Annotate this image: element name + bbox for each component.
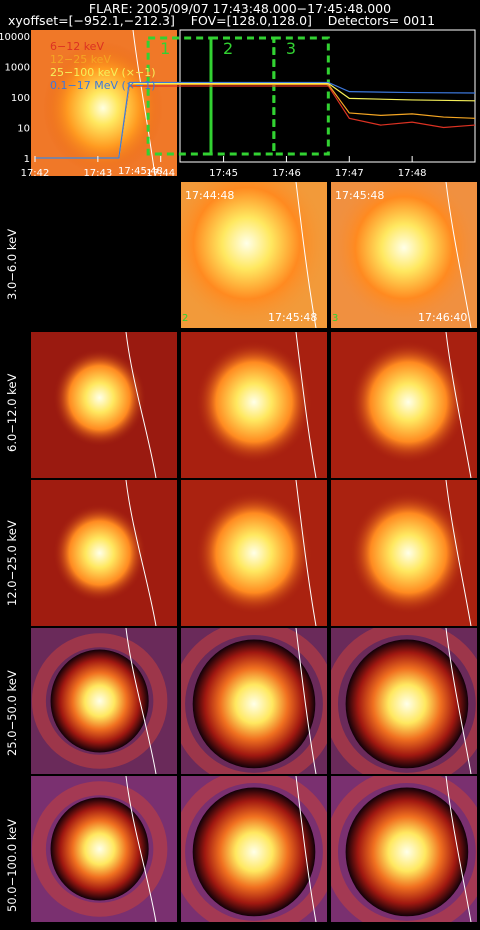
image-panel-r2-c2 <box>331 480 477 626</box>
flare-image <box>31 332 177 478</box>
image-panel-r3-c1 <box>181 628 327 774</box>
image-panel-r4-c1 <box>181 776 327 922</box>
y-tick-label: 10 <box>17 124 30 135</box>
panel-2-time-top: 17:44:48 <box>185 189 235 202</box>
y-tick-label: 100 <box>11 93 30 104</box>
legend-entry-0: 6−12 keV <box>50 40 104 53</box>
flare-image <box>331 628 477 774</box>
legend-entry-3: 0.1−17 MeV (×−1) <box>50 79 156 92</box>
x-tick-label: 17:46 <box>272 168 301 179</box>
legend-entry-1: 12−25 keV <box>50 53 111 66</box>
flare-image <box>181 776 327 922</box>
image-panel-r0-c1 <box>181 182 327 328</box>
image-panel-r4-c2 <box>331 776 477 922</box>
row-label-12-25keV: 12.0−25.0 keV <box>5 520 19 606</box>
flare-image <box>31 776 177 922</box>
flare-title: FLARE: 2005/09/07 17:43:48.000−17:45:48.… <box>88 1 392 16</box>
x-tick-label: 17:44 <box>146 168 175 179</box>
inset-image <box>31 30 177 176</box>
lightcurve-plot: 1 2 317:42 17:43 17:44 17:45 17:46 17:47 17:4810… <box>0 29 476 179</box>
row-label-3-6keV: 3.0−6.0 keV <box>5 228 19 300</box>
x-tick-label: 17:43 <box>83 168 112 179</box>
time-window-3 <box>272 36 330 156</box>
inset-image-panel <box>31 30 177 176</box>
flare-image <box>31 628 177 774</box>
panel-3-time-top: 17:45:48 <box>335 189 385 202</box>
flare-image <box>331 480 477 626</box>
flare-image <box>181 182 327 328</box>
x-tick-label: 17:42 <box>21 168 50 179</box>
image-panel-r0-c2 <box>331 182 477 328</box>
panel-3-time-bottom: 17:46:40 <box>418 311 468 324</box>
y-tick-label: 1000 <box>5 63 30 74</box>
window-label-2: 2 <box>223 39 233 58</box>
y-tick-label: 1 <box>24 154 30 165</box>
inset-time: 17:45:48 <box>118 166 163 177</box>
row-label-25-50keV: 25.0−50.0 keV <box>5 670 19 756</box>
panel-2-time-bottom: 17:45:48 <box>268 311 318 324</box>
flare-image <box>331 776 477 922</box>
legend-entry-2: 25−100 keV (×−1) <box>50 66 156 79</box>
series-line-3 <box>35 81 476 159</box>
flare-image <box>331 332 477 478</box>
image-panel-r3-c0 <box>31 628 177 774</box>
x-tick-label: 17:47 <box>335 168 364 179</box>
panel-3-number: 3 <box>332 313 339 324</box>
flare-image <box>181 332 327 478</box>
window-label-1: 1 <box>160 39 170 58</box>
panel-2-number: 2 <box>182 313 189 324</box>
flare-image <box>31 480 177 626</box>
window-label-3: 3 <box>286 39 296 58</box>
image-panel-r2-c1 <box>181 480 327 626</box>
observation-params: xyoffset=[−952.1,−212.3] FOV=[128.0,128.… <box>8 13 436 28</box>
flare-image <box>331 182 477 328</box>
image-panel-r3-c2 <box>331 628 477 774</box>
row-label-50-100keV: 50.0−100.0 keV <box>5 818 19 912</box>
flare-image <box>181 628 327 774</box>
image-panel-r1-c2 <box>331 332 477 478</box>
x-tick-label: 17:48 <box>398 168 427 179</box>
flare-image <box>181 480 327 626</box>
time-window-1 <box>146 36 213 156</box>
y-tick-label: 10000 <box>0 32 30 43</box>
row-label-6-12keV: 6.0−12.0 keV <box>5 373 19 452</box>
x-tick-label: 17:45 <box>209 168 238 179</box>
image-panel-r1-c0 <box>31 332 177 478</box>
image-panel-r4-c0 <box>31 776 177 922</box>
image-panel-r2-c0 <box>31 480 177 626</box>
image-panel-r1-c1 <box>181 332 327 478</box>
